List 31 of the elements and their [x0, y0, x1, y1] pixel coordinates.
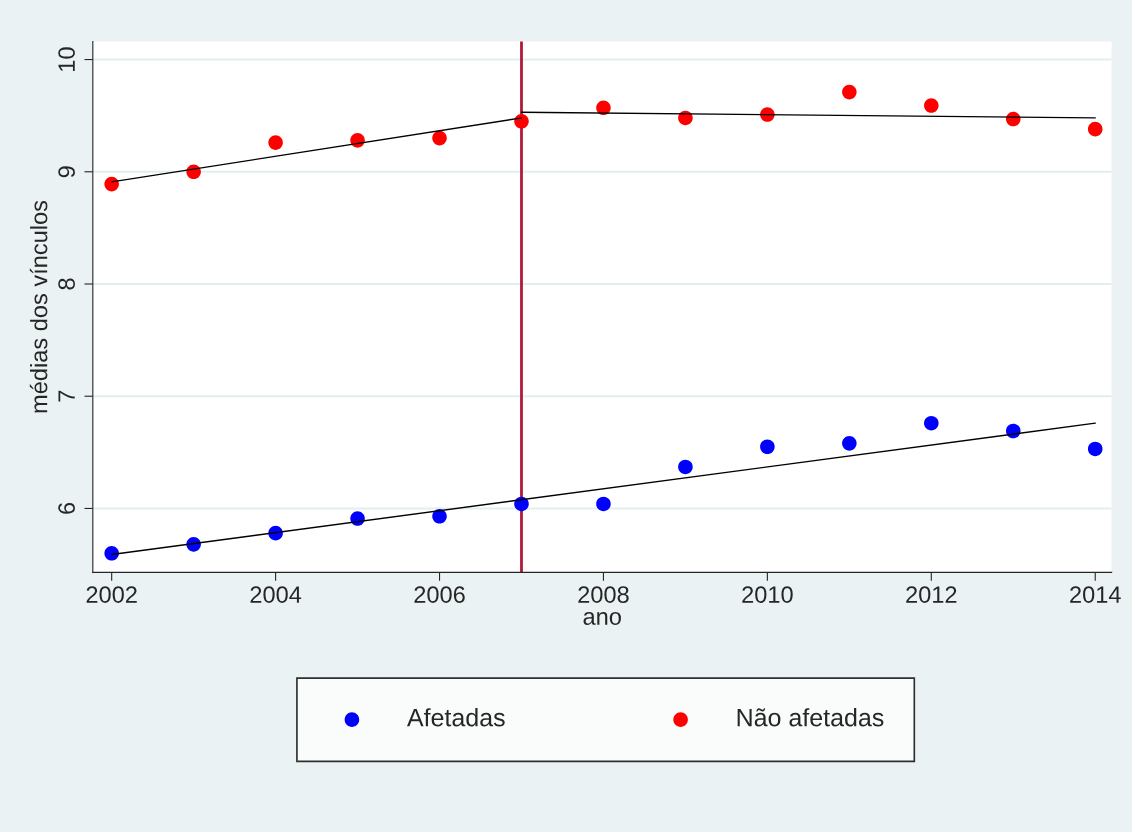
legend-label: Não afetadas — [737, 708, 884, 727]
x-tick-label: 2010 — [742, 586, 793, 603]
point — [104, 176, 119, 192]
x-tick-label: 2004 — [250, 586, 302, 603]
y-tick-label: 7 — [58, 390, 75, 402]
point — [1087, 441, 1103, 457]
y-axis-title: médias dos vínculos — [29, 200, 48, 413]
point — [842, 84, 857, 100]
x-tick-label: 2002 — [86, 586, 137, 603]
point — [432, 509, 447, 524]
point — [678, 459, 693, 475]
y-tick-label: 8 — [58, 278, 75, 290]
x-tick-label: 2012 — [906, 586, 957, 603]
x-tick-label: 2014 — [1070, 586, 1121, 603]
y-tick-label: 6 — [58, 502, 75, 514]
legend-label: Afetadas — [406, 708, 505, 727]
x-tick-label: 2008 — [578, 586, 629, 603]
x-tick-label: 2006 — [414, 586, 465, 603]
point — [842, 436, 857, 451]
point — [514, 114, 529, 129]
point — [432, 130, 447, 146]
point — [1087, 121, 1103, 137]
point — [924, 415, 939, 431]
point — [596, 496, 611, 512]
point — [268, 135, 283, 150]
point — [760, 439, 775, 455]
point — [924, 98, 939, 113]
y-tick-label: 10 — [58, 47, 75, 71]
y-tick-label: 9 — [58, 166, 75, 178]
x-axis-title: ano — [583, 612, 621, 625]
point — [104, 546, 119, 561]
